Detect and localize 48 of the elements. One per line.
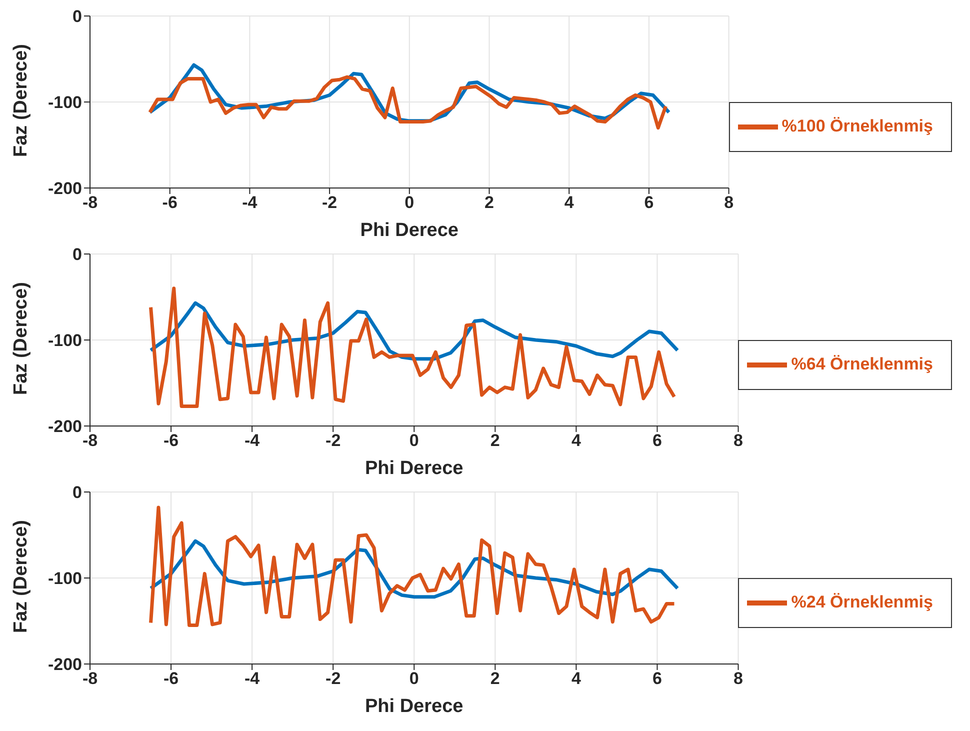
y-tick-label: -200 <box>48 417 82 436</box>
y-axis-title: Faz (Derece) <box>10 520 32 633</box>
legend-label: %24 Örneklenmiş <box>791 592 933 612</box>
y-tick-label: 0 <box>72 483 82 502</box>
legend-label: %100 Örneklenmiş <box>782 116 933 136</box>
x-tick-label: -6 <box>163 669 179 688</box>
line-series <box>149 286 676 408</box>
x-tick-label: 2 <box>484 193 494 212</box>
x-axis-title: Phi Derece <box>365 696 464 717</box>
x-tick-label: 4 <box>571 669 582 688</box>
y-axis-title: Faz (Derece) <box>10 44 32 157</box>
x-tick-label: 4 <box>564 193 574 212</box>
y-tick-label: -100 <box>48 569 82 588</box>
x-tick-label: 6 <box>652 431 662 450</box>
y-tick-label: -100 <box>48 331 82 350</box>
y-tick-label: -200 <box>48 179 82 198</box>
x-tick-label: -4 <box>244 431 260 450</box>
x-tick-label: -8 <box>82 431 98 450</box>
x-tick-label: -6 <box>163 431 179 450</box>
y-tick-label: -200 <box>48 655 82 674</box>
x-tick-label: -8 <box>82 669 98 688</box>
x-tick-label: -4 <box>242 193 258 212</box>
x-tick-label: 8 <box>734 669 743 688</box>
x-tick-label: -2 <box>322 193 338 212</box>
line-series <box>149 506 676 628</box>
x-tick-label: 6 <box>644 193 654 212</box>
x-tick-label: -8 <box>82 193 98 212</box>
x-tick-label: -4 <box>244 669 260 688</box>
x-axis-title: Phi Derece <box>360 220 459 241</box>
x-tick-label: 8 <box>724 193 734 212</box>
y-axis-title: Faz (Derece) <box>10 282 32 395</box>
x-tick-label: 6 <box>652 669 662 688</box>
line-series <box>148 75 668 130</box>
x-tick-label: -2 <box>326 431 341 450</box>
legend-label: %64 Örneklenmiş <box>791 354 933 374</box>
x-tick-label: 2 <box>490 669 500 688</box>
x-axis-title: Phi Derece <box>365 458 464 479</box>
x-tick-label: 0 <box>409 431 419 450</box>
x-tick-label: 0 <box>404 193 414 212</box>
y-tick-label: 0 <box>72 245 82 264</box>
y-tick-label: -100 <box>48 93 82 112</box>
x-tick-label: -6 <box>162 193 178 212</box>
x-tick-label: 0 <box>409 669 419 688</box>
x-tick-label: 4 <box>571 431 582 450</box>
y-tick-label: 0 <box>72 7 82 26</box>
x-tick-label: 8 <box>734 431 743 450</box>
x-tick-label: 2 <box>490 431 500 450</box>
x-tick-label: -2 <box>326 669 341 688</box>
